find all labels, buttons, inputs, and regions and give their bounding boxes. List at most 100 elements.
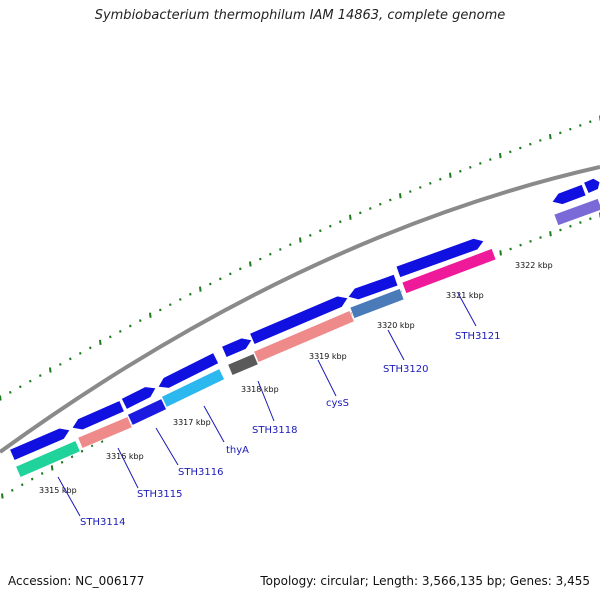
scale-tick-label: 3318 kbp: [241, 385, 279, 394]
gene-leader-line: [457, 292, 477, 327]
gene-feature-outer-9[interactable]: [583, 177, 600, 195]
outer-tick: [19, 385, 22, 389]
gene-feature-inner-17[interactable]: [401, 247, 497, 295]
outer-tick: [139, 319, 142, 322]
outer-tick: [299, 237, 302, 243]
outer-tick: [359, 211, 362, 215]
gene-feature-inner-15[interactable]: [253, 309, 355, 364]
inner-tick-row: [1, 212, 600, 499]
scale-labels: 3315 kbp 3316 kbp 3317 kbp 3318 kbp 3319 kbp…: [39, 261, 553, 495]
outer-tick: [419, 186, 422, 189]
outer-tick: [439, 177, 442, 181]
outer-tick: [579, 124, 582, 127]
inner-tick: [40, 472, 44, 475]
outer-tick: [509, 150, 512, 154]
outer-tick: [269, 252, 272, 256]
gene-feature-outer-1[interactable]: [71, 399, 125, 431]
outer-tick: [429, 181, 432, 185]
outer-tick: [399, 193, 402, 199]
gene-feature-inner-14[interactable]: [227, 352, 259, 377]
gene-label[interactable]: STH3115: [137, 489, 182, 500]
outer-tick: [239, 267, 242, 271]
outer-tick: [49, 367, 52, 373]
scale-tick-label: 3315 kbp: [39, 486, 77, 495]
outer-tick: [539, 139, 542, 142]
gene-feature-inner-12[interactable]: [126, 398, 168, 426]
gene-feature-inner-10[interactable]: [15, 439, 81, 479]
inner-tick: [30, 477, 34, 481]
gene-feature-outer-8[interactable]: [551, 183, 587, 205]
outer-tick: [459, 169, 462, 173]
gene-feature-inner-11[interactable]: [77, 415, 133, 450]
gene-feature-outer-4[interactable]: [221, 337, 253, 359]
inner-tick: [11, 489, 14, 492]
outer-tick: [59, 363, 62, 366]
outer-tick-row: [0, 115, 600, 401]
gene-feature-outer-3[interactable]: [157, 352, 220, 389]
outer-tick: [569, 127, 572, 131]
outer-tick: [319, 229, 322, 233]
outer-tick: [449, 172, 452, 178]
feature-track: [9, 177, 600, 479]
gene-label[interactable]: STH3114: [80, 517, 125, 528]
gene-feature-outer-2[interactable]: [120, 386, 157, 410]
inner-tick: [559, 228, 562, 232]
outer-tick: [229, 272, 232, 276]
inner-tick: [519, 243, 522, 247]
gene-feature-outer-7[interactable]: [395, 237, 485, 279]
outer-tick: [259, 257, 262, 261]
outer-tick: [9, 391, 12, 394]
scale-tick-label: 3319 kbp: [309, 352, 347, 361]
inner-tick: [529, 239, 532, 243]
outer-tick: [349, 214, 352, 220]
outer-tick: [249, 261, 252, 267]
accession-text: Accession: NC_006177: [8, 574, 145, 588]
outer-tick: [0, 395, 2, 401]
gene-feature-inner-13[interactable]: [160, 368, 226, 408]
outer-tick: [549, 134, 552, 140]
gene-label[interactable]: cysS: [326, 398, 349, 409]
inner-tick: [579, 221, 582, 224]
gene-feature-inner-16[interactable]: [349, 287, 405, 320]
outer-tick: [339, 220, 342, 224]
outer-tick: [109, 335, 112, 339]
inner-tick: [20, 483, 24, 487]
outer-tick: [159, 308, 162, 312]
genome-backbone: [0, 165, 600, 454]
gene-label[interactable]: STH3121: [455, 331, 500, 342]
gene-label[interactable]: STH3120: [383, 364, 428, 375]
outer-tick: [179, 298, 182, 301]
scale-tick-label: 3317 kbp: [173, 418, 211, 427]
outer-tick: [79, 351, 82, 355]
outer-tick: [169, 303, 172, 307]
inner-tick: [509, 247, 512, 251]
gene-feature-outer-5[interactable]: [249, 295, 349, 346]
gene-feature-outer-0[interactable]: [9, 427, 71, 462]
gene-leader-line: [387, 329, 405, 361]
outer-tick: [189, 292, 192, 296]
inner-tick: [80, 449, 84, 453]
outer-tick: [499, 153, 502, 159]
gene-label[interactable]: thyA: [226, 445, 249, 456]
outer-tick: [279, 248, 282, 251]
outer-tick: [129, 324, 132, 328]
inner-tick: [589, 217, 592, 221]
outer-tick: [209, 282, 212, 286]
inner-tick: [1, 493, 4, 499]
gene-label[interactable]: STH3116: [178, 467, 223, 478]
gene-label[interactable]: STH3118: [252, 425, 297, 436]
inner-tick: [50, 465, 54, 471]
outer-tick: [369, 207, 372, 210]
outer-tick: [559, 131, 562, 135]
gene-feature-outer-6[interactable]: [347, 273, 399, 301]
outer-tick: [329, 224, 332, 228]
outer-tick: [469, 165, 472, 169]
outer-tick: [39, 374, 42, 377]
inner-tick: [569, 224, 572, 228]
gene-feature-inner-18[interactable]: [553, 197, 600, 227]
scale-tick-label: 3320 kbp: [377, 321, 415, 330]
inner-tick: [549, 231, 552, 237]
genome-summary-text: Topology: circular; Length: 3,566,135 bp…: [260, 574, 590, 588]
